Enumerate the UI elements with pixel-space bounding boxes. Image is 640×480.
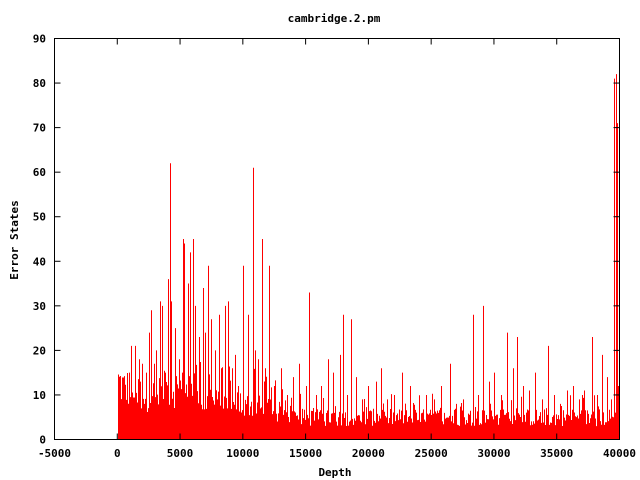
chart-title: cambridge.2.pm [288,12,381,25]
x-tick-label: -5000 [38,447,71,460]
x-tick-label: 20000 [352,447,385,460]
plot-frame [54,38,620,440]
y-tick-label: 30 [33,300,46,313]
x-tick-label: 10000 [226,447,259,460]
y-tick-label: 70 [33,122,46,135]
y-tick-label: 50 [33,211,46,224]
axis-ticks: -5000 0 5000 10000 15000 20000 25000 30000 35000… [33,33,636,461]
x-tick-label: 40000 [603,447,636,460]
y-tick-label: 80 [33,77,46,90]
y-tick-label: 40 [33,255,46,268]
y-tick-label: 90 [33,33,46,46]
y-tick-label: 10 [33,389,46,402]
y-tick-label: 20 [33,344,46,357]
y-tick-label: 60 [33,166,46,179]
y-axis-label: Error States [8,200,21,279]
x-tick-label: 35000 [540,447,573,460]
y-tick-label: 0 [39,434,46,447]
x-tick-label: 15000 [289,447,322,460]
x-tick-label: 5000 [167,447,194,460]
x-axis-label: Depth [318,466,351,479]
x-tick-label: 30000 [477,447,510,460]
data-bars [118,74,620,440]
x-tick-label: 0 [114,447,121,460]
x-tick-label: 25000 [415,447,448,460]
